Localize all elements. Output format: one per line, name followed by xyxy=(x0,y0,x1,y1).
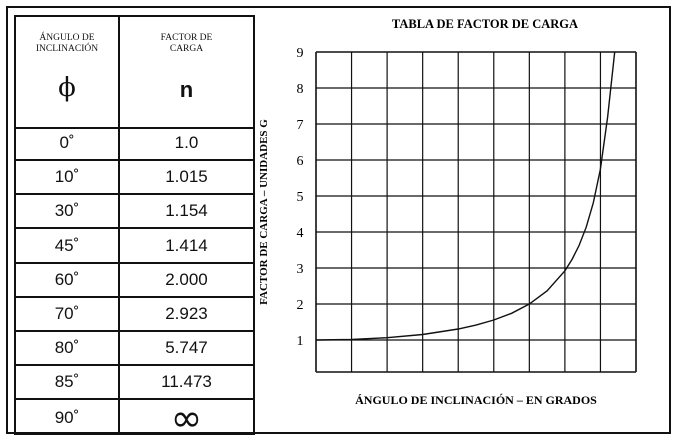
table-row: 45˚ 1.414 xyxy=(16,230,253,264)
x-axis-label: ÁNGULO DE INCLINACIÓN – EN GRADOS xyxy=(355,393,597,407)
table-row: 10˚ 1.015 xyxy=(16,161,253,196)
table-row: 0˚ 1.0 xyxy=(16,127,253,161)
angle-cell: 10˚ xyxy=(54,167,80,187)
figure-frame xyxy=(6,6,671,434)
table-row: 60˚ 2.000 xyxy=(16,264,253,298)
column-divider xyxy=(118,17,120,433)
y-tick-label: 6 xyxy=(297,154,304,169)
y-axis-label: FACTOR DE CARGA – UNIDADES G xyxy=(258,119,270,305)
factor-cell: 1.414 xyxy=(165,235,208,255)
factor-cell: 11.473 xyxy=(161,372,212,392)
load-factor-curve xyxy=(315,51,616,341)
y-tick-label: 3 xyxy=(297,262,304,277)
angle-cell: 60˚ xyxy=(54,269,80,289)
angle-cell: 45˚ xyxy=(54,235,80,255)
y-tick-label: 9 xyxy=(297,46,304,61)
y-tick-label: 2 xyxy=(297,298,304,313)
angle-cell: 85˚ xyxy=(54,372,80,392)
table-row: 80˚ 5.747 xyxy=(16,332,253,367)
y-tick-labels: 1 2 3 4 5 6 7 8 9 xyxy=(297,46,304,349)
header-angle-label: ÁNGULO DE INCLINACIÓN xyxy=(35,33,99,54)
angle-cell: 80˚ xyxy=(54,338,80,358)
y-tick-label: 7 xyxy=(297,118,304,133)
phi-symbol: ϕ xyxy=(58,73,76,103)
table-row: 85˚ 11.473 xyxy=(16,366,253,401)
y-tick-label: 4 xyxy=(297,226,304,241)
factor-cell: ∞ xyxy=(170,395,203,440)
header-factor-cell: FACTOR DE CARGA n xyxy=(120,17,253,127)
factor-cell: 1.154 xyxy=(165,201,208,221)
factor-cell: 2.000 xyxy=(165,269,208,289)
table-row: 90˚ ∞ xyxy=(16,395,253,440)
angle-cell: 90˚ xyxy=(54,407,80,427)
factor-cell: 1.0 xyxy=(174,133,199,152)
factor-cell: 1.015 xyxy=(165,167,208,187)
y-tick-label: 8 xyxy=(297,82,304,97)
angle-cell: 0˚ xyxy=(59,133,75,152)
angle-cell: 30˚ xyxy=(54,201,80,221)
chart-grid xyxy=(315,51,637,373)
factor-cell: 5.747 xyxy=(165,338,208,358)
table-row: 70˚ 2.923 xyxy=(16,298,253,332)
header-angle-cell: ÁNGULO DE INCLINACIÓN ϕ xyxy=(16,17,118,127)
table-header: ÁNGULO DE INCLINACIÓN ϕ FACTOR DE CARGA … xyxy=(16,17,253,129)
header-factor-label: FACTOR DE CARGA xyxy=(160,33,213,54)
factor-cell: 2.923 xyxy=(165,304,208,323)
n-symbol: n xyxy=(179,77,194,102)
angle-cell: 70˚ xyxy=(54,304,80,323)
chart-title: TABLA DE FACTOR DE CARGA xyxy=(392,17,578,31)
y-tick-label: 5 xyxy=(297,190,304,205)
load-factor-table: ÁNGULO DE INCLINACIÓN ϕ FACTOR DE CARGA … xyxy=(14,15,255,440)
table-row: 30˚ 1.154 xyxy=(16,195,253,230)
y-tick-label: 1 xyxy=(297,334,304,349)
